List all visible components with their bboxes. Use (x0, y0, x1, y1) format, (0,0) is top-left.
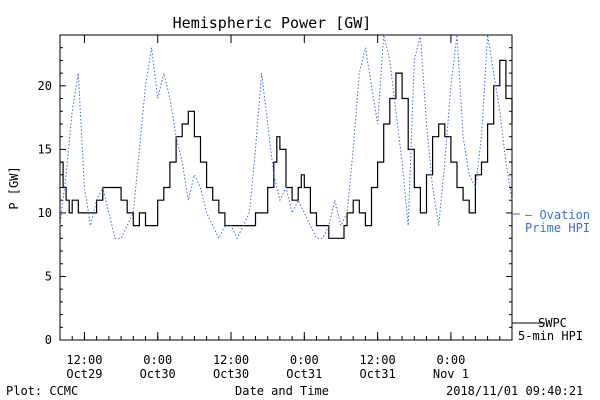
y-tick-label: 20 (38, 79, 52, 93)
y-tick-label: 5 (45, 269, 52, 283)
series-swpc-5min-hpi (60, 59, 513, 239)
x-axis-label: Date and Time (235, 384, 329, 398)
y-axis-label: P [GW] (7, 166, 21, 209)
x-tick-label-date: Nov 1 (433, 367, 469, 381)
y-tick-label: 0 (45, 333, 52, 347)
series-layer (59, 34, 513, 240)
x-axis: 12:00Oct290:00Oct3012:00Oct300:00Oct3112… (59, 35, 513, 381)
plot-credit: Plot: CCMC (6, 384, 78, 398)
legend-swpc-line2: 5-min HPI (518, 329, 583, 343)
x-tick-label-time: 12:00 (66, 353, 102, 367)
series-ovation-prime-hpi (59, 34, 513, 240)
y-axis: 0 5 10 15 20 (38, 47, 512, 347)
x-tick-label-time: 0:00 (290, 353, 319, 367)
y-tick-label: 10 (38, 206, 52, 220)
legend-ovation-line1: — Ovation (525, 208, 590, 222)
x-tick-label-date: Oct31 (360, 367, 396, 381)
x-tick-label-time: 0:00 (143, 353, 172, 367)
x-tick-label-date: Oct30 (213, 367, 249, 381)
legend-swpc-line1: SWPC (538, 316, 567, 330)
plot-timestamp: 2018/11/01 09:40:21 (446, 384, 583, 398)
legend-ovation-line2: Prime HPI (525, 221, 590, 235)
x-tick-label-date: Oct29 (66, 367, 102, 381)
x-tick-label-date: Oct30 (140, 367, 176, 381)
x-tick-label-time: 12:00 (213, 353, 249, 367)
y-tick-label: 15 (38, 142, 52, 156)
x-tick-label-date: Oct31 (286, 367, 322, 381)
x-tick-label-time: 0:00 (436, 353, 465, 367)
x-tick-label-time: 12:00 (360, 353, 396, 367)
chart-title: Hemispheric Power [GW] (173, 14, 372, 32)
